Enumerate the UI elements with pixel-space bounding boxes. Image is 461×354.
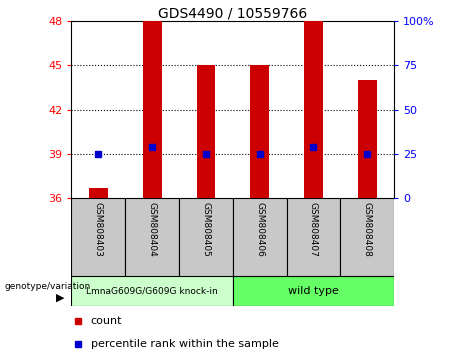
Bar: [89, 188, 108, 198]
Title: GDS4490 / 10559766: GDS4490 / 10559766: [158, 6, 307, 20]
Text: percentile rank within the sample: percentile rank within the sample: [91, 339, 279, 349]
Bar: [143, 21, 161, 198]
Bar: [233, 198, 287, 276]
Bar: [196, 65, 215, 198]
Bar: [358, 80, 377, 198]
Text: ▶: ▶: [56, 292, 64, 302]
Bar: [233, 276, 394, 306]
Text: GSM808406: GSM808406: [255, 202, 264, 257]
Text: GSM808405: GSM808405: [201, 202, 210, 257]
Bar: [71, 198, 125, 276]
Bar: [287, 198, 340, 276]
Bar: [304, 21, 323, 198]
Text: GSM808404: GSM808404: [148, 202, 157, 257]
Text: GSM808407: GSM808407: [309, 202, 318, 257]
Text: GSM808408: GSM808408: [363, 202, 372, 257]
Bar: [250, 65, 269, 198]
Text: genotype/variation: genotype/variation: [5, 282, 91, 291]
Bar: [125, 198, 179, 276]
Text: LmnaG609G/G609G knock-in: LmnaG609G/G609G knock-in: [86, 287, 218, 296]
Bar: [179, 198, 233, 276]
Bar: [340, 198, 394, 276]
Bar: [71, 276, 233, 306]
Text: count: count: [91, 316, 122, 326]
Text: wild type: wild type: [288, 286, 339, 296]
Text: GSM808403: GSM808403: [94, 202, 103, 257]
